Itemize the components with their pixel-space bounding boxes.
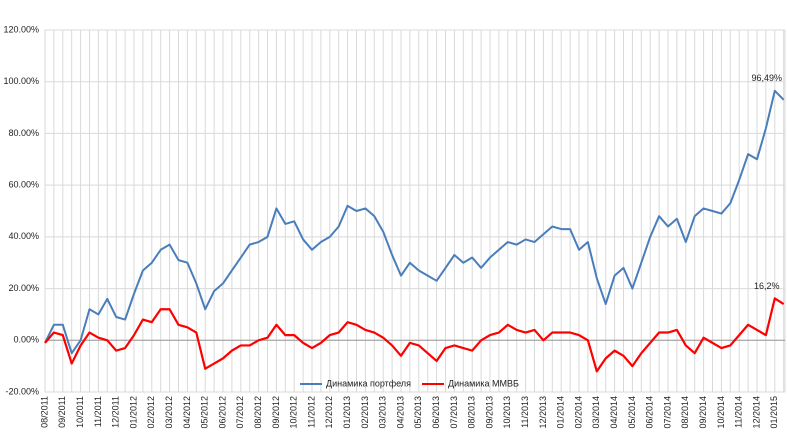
x-tick-label: 08/2013 [467, 396, 477, 429]
x-tick-label: 12/2011 [111, 396, 121, 428]
x-tick-label: 12/2012 [324, 396, 334, 429]
x-tick-label: 09/2011 [57, 396, 67, 428]
x-tick-label: 03/2012 [164, 396, 174, 429]
series-line [44, 297, 785, 373]
y-tick-label: 100.00% [3, 76, 39, 86]
data-label: 96,49% [752, 73, 783, 83]
x-tick-label: 02/2013 [360, 396, 370, 429]
x-tick-label: 01/2015 [769, 396, 779, 429]
x-tick-label: 10/2014 [716, 396, 726, 429]
x-tick-label: 08/2014 [680, 396, 690, 429]
x-tick-label: 01/2012 [128, 396, 138, 429]
x-tick-label: 12/2013 [538, 396, 548, 429]
x-tick-label: 11/2013 [520, 396, 530, 428]
x-tick-label: 01/2014 [556, 396, 566, 429]
x-tick-label: 10/2012 [289, 396, 299, 429]
x-tick-label: 07/2012 [235, 396, 245, 429]
x-tick-label: 10/2011 [75, 396, 85, 428]
x-tick-label: 04/2013 [395, 396, 405, 429]
x-tick-label: 03/2014 [591, 396, 601, 429]
x-tick-label: 02/2012 [146, 396, 156, 429]
series-line [44, 89, 785, 355]
x-tick-label: 07/2013 [449, 396, 459, 429]
x-tick-label: 05/2012 [200, 396, 210, 429]
x-tick-label: 12/2014 [751, 396, 761, 429]
x-tick-label: 11/2012 [306, 396, 316, 428]
x-tick-label: 04/2014 [609, 396, 619, 429]
y-tick-label: -20.00% [5, 386, 39, 396]
x-tick-label: 06/2013 [431, 396, 441, 429]
x-tick-label: 05/2014 [627, 396, 637, 429]
data-label: 16,2% [754, 281, 780, 291]
x-tick-label: 10/2013 [502, 396, 512, 429]
y-tick-label: 60.00% [8, 180, 39, 190]
x-tick-label: 09/2012 [271, 396, 281, 429]
x-tick-label: 09/2013 [484, 396, 494, 429]
y-tick-label: 40.00% [8, 231, 39, 241]
x-tick-label: 08/2011 [39, 396, 49, 428]
y-tick-label: 0.00% [13, 335, 39, 345]
x-tick-label: 02/2014 [573, 396, 583, 429]
x-tick-label: 03/2013 [378, 396, 388, 429]
x-tick-label: 07/2014 [662, 396, 672, 429]
x-tick-label: 11/2011 [93, 396, 103, 427]
y-tick-label: 120.00% [3, 24, 39, 34]
x-tick-label: 11/2014 [734, 396, 744, 428]
legend-label: Динамика портфеля [326, 378, 411, 388]
x-tick-label: 05/2013 [413, 396, 423, 429]
y-tick-label: 80.00% [8, 128, 39, 138]
x-tick-label: 08/2012 [253, 396, 263, 429]
x-tick-label: 04/2012 [182, 396, 192, 429]
x-tick-label: 06/2012 [217, 396, 227, 429]
x-tick-label: 01/2013 [342, 396, 352, 429]
legend-label: Динамика ММВБ [448, 378, 519, 388]
y-tick-label: 20.00% [8, 283, 39, 293]
x-tick-label: 06/2014 [645, 396, 655, 429]
x-tick-label: 09/2014 [698, 396, 708, 429]
